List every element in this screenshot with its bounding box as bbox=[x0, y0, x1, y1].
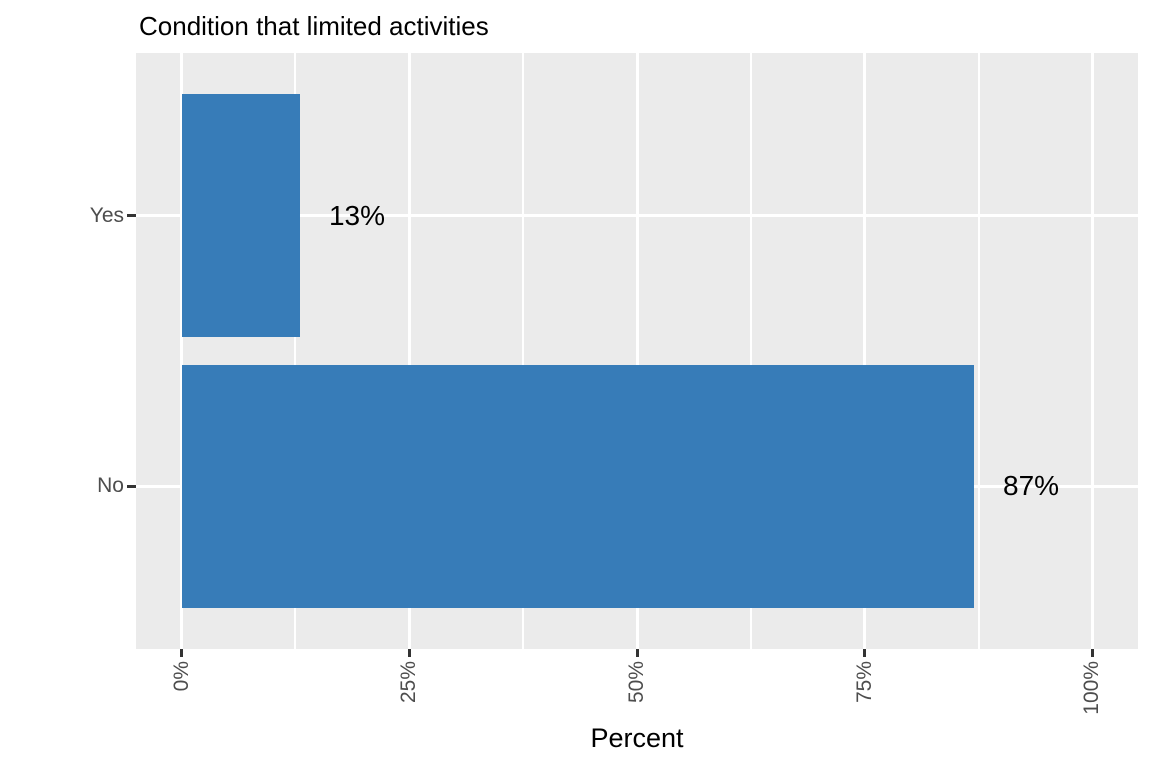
gridline-major-v bbox=[863, 53, 867, 649]
y-axis-tick bbox=[127, 484, 136, 488]
y-tick-label: Yes bbox=[89, 203, 124, 227]
x-tick-label: 0% bbox=[169, 661, 193, 692]
bar bbox=[181, 364, 975, 609]
gridline-major-v bbox=[180, 53, 184, 649]
gridline-minor-v bbox=[977, 53, 980, 649]
bar bbox=[181, 93, 300, 338]
x-axis-tick bbox=[863, 649, 867, 657]
x-tick-label: 25% bbox=[397, 661, 421, 704]
bar-value-label: 87% bbox=[1003, 470, 1060, 502]
y-axis-tick bbox=[127, 214, 136, 218]
x-axis-tick bbox=[1090, 649, 1094, 657]
chart-title: Condition that limited activities bbox=[139, 11, 489, 41]
x-tick-label: 100% bbox=[1080, 661, 1104, 715]
gridline-minor-v bbox=[522, 53, 525, 649]
x-tick-label: 50% bbox=[625, 661, 648, 704]
gridline-minor-v bbox=[294, 53, 297, 649]
gridline-minor-v bbox=[749, 53, 752, 649]
x-axis-tick bbox=[407, 649, 411, 657]
x-axis-tick bbox=[180, 649, 184, 657]
x-axis-title: Percent bbox=[590, 723, 684, 753]
gridline-major-v bbox=[407, 53, 411, 649]
plot-panel bbox=[136, 53, 1138, 649]
gridline-major-v bbox=[635, 53, 639, 649]
x-tick-label: 75% bbox=[852, 661, 876, 704]
gridline-major-h bbox=[136, 214, 1138, 218]
x-axis-tick bbox=[635, 649, 639, 657]
gridline-major-v bbox=[1090, 53, 1094, 649]
bar-value-label: 13% bbox=[328, 199, 385, 231]
y-tick-label: No bbox=[97, 474, 124, 498]
